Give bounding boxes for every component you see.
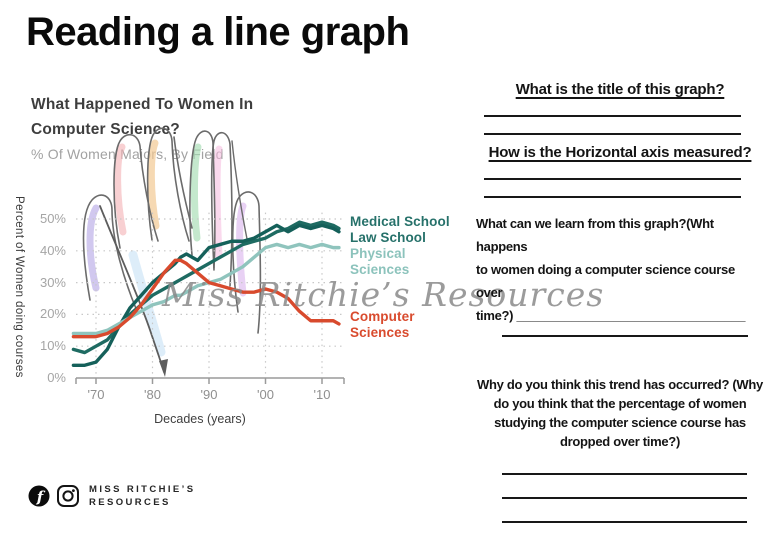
answer-line (484, 196, 741, 198)
y-tick-label: 0% (47, 370, 66, 385)
x-tick-label: '90 (200, 387, 218, 402)
answer-line (502, 473, 747, 475)
svg-text:f: f (36, 488, 46, 506)
answer-line (502, 335, 748, 337)
y-tick-label: 30% (39, 274, 66, 290)
question-heading: What can we learn from this graph?(Wht h… (476, 216, 746, 323)
legend-physical-sciences: Physical Sciences (350, 246, 410, 277)
answer-line (484, 178, 741, 180)
social-footer: f MISS RITCHIE’S RESOURCES (28, 483, 195, 509)
answer-line (484, 115, 741, 117)
y-tick-label: 50% (39, 211, 66, 226)
question-block-2: How is the Horizontal axis measured? (476, 143, 764, 198)
y-tick-label: 40% (39, 242, 66, 258)
question-heading: What is the title of this graph? (515, 81, 725, 98)
legend-computer-sciences: Computer Sciences (350, 309, 415, 340)
chart-title: What Happened To Women In Computer Scien… (31, 96, 254, 138)
chart-subtitle: % Of Women Majors, By Field (31, 146, 224, 162)
instagram-icon (57, 485, 79, 507)
x-axis-label: Decades (years) (154, 412, 246, 426)
y-tick-label: 20% (39, 306, 66, 322)
footer-brand-line1: MISS RITCHIE’S (89, 484, 196, 495)
x-tick-label: '00 (257, 387, 274, 402)
footer-brand-line2: RESOURCES (89, 497, 171, 508)
x-tick-label: '10 (313, 387, 331, 402)
answer-line (502, 497, 747, 499)
question-block-3: What can we learn from this graph?(Wht h… (476, 212, 764, 337)
answer-line (502, 521, 747, 523)
question-block-1: What is the title of this graph? (476, 80, 764, 135)
y-tick-label: 10% (39, 338, 66, 354)
legend-medical-school: Medical School (350, 214, 450, 229)
page-title: Reading a line graph (26, 10, 410, 54)
x-tick-label: '80 (144, 387, 161, 402)
footer-brand: MISS RITCHIE’S RESOURCES (89, 483, 195, 509)
question-heading: How is the Horizontal axis measured? (488, 144, 752, 161)
question-block-4: Why do you think this trend has occurred… (476, 375, 764, 538)
x-tick-label: '70 (87, 387, 105, 402)
question-heading: Why do you think this trend has occurred… (477, 377, 763, 449)
questions-column: What is the title of this graph? How is t… (476, 80, 764, 538)
legend-law-school: Law School (350, 230, 427, 245)
y-axis-label: Percent of Women doing courses (13, 196, 25, 378)
answer-line (484, 133, 741, 135)
facebook-icon: f (28, 485, 50, 507)
